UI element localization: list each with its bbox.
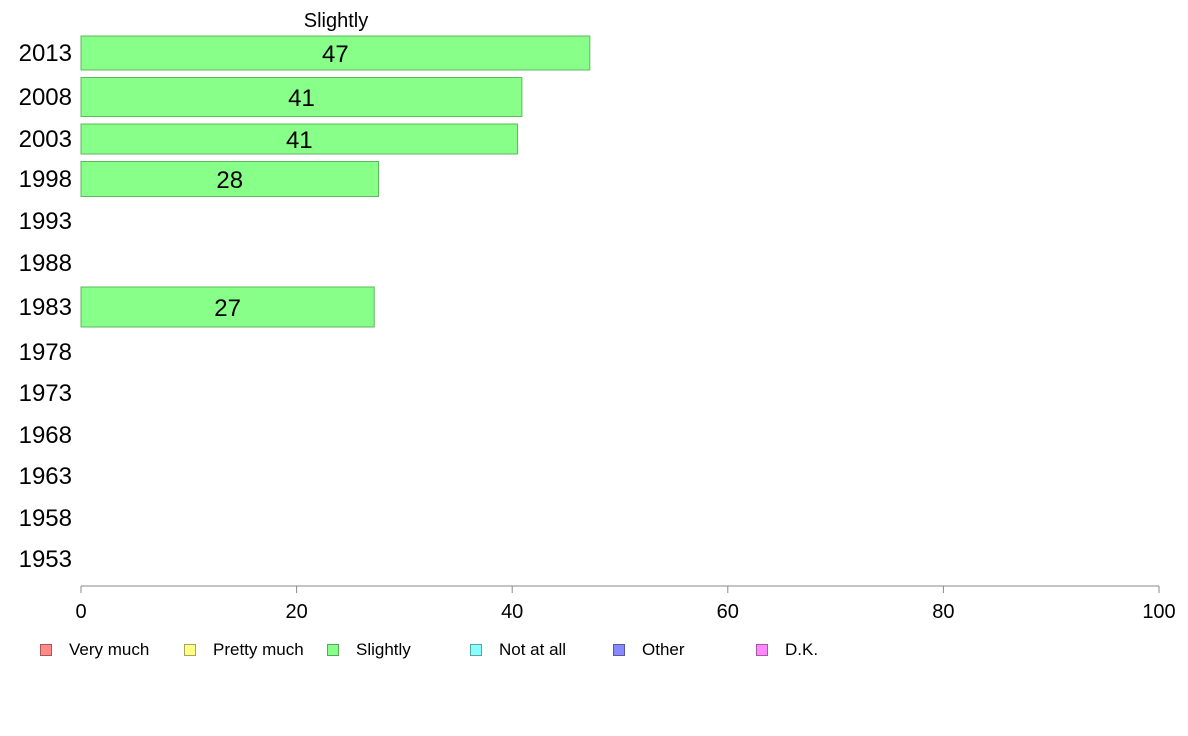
legend-item-not-at-all: Not at all [470,640,566,660]
x-tick-label-20: 20 [285,601,307,623]
y-tick-label-2003: 2003 [19,126,72,153]
y-tick-label-1993: 1993 [19,208,72,235]
legend-swatch-pretty-much [184,644,196,656]
legend-label-dk: D.K. [785,640,819,659]
data-label-2003: 41 [286,127,313,154]
x-tick-label-60: 60 [717,601,739,623]
x-tick-label-80: 80 [932,601,954,623]
legend-swatch-not-at-all [470,644,482,656]
legend-label-not-at-all: Not at all [499,640,567,659]
legend-swatch-slightly [327,644,339,656]
x-tick-label-100: 100 [1142,601,1175,623]
legend-label-pretty-much: Pretty much [213,640,304,659]
legend-label-other: Other [642,640,685,659]
y-tick-label-1958: 1958 [19,505,72,532]
y-tick-label-1968: 1968 [19,422,72,449]
bar-2003 [80,123,519,155]
y-tick-label-2008: 2008 [19,84,72,111]
y-tick-label-1978: 1978 [19,339,72,366]
legend-label-very-much: Very much [69,640,150,659]
y-tick-label-1973: 1973 [19,380,72,407]
bar-2008 [80,77,523,117]
data-label-1983: 27 [214,295,241,322]
data-label-2008: 41 [288,85,315,112]
legend-item-other: Other [613,640,685,660]
legend-item-pretty-much: Pretty much [184,640,304,660]
y-tick-label-1963: 1963 [19,463,72,490]
legend-swatch-dk [756,644,768,656]
data-label-1998: 28 [216,167,243,194]
legend-item-very-much: Very much [40,640,149,660]
bar-2013 [80,35,591,71]
y-tick-label-1983: 1983 [19,294,72,321]
legend-item-dk: D.K. [756,640,818,660]
legend: Very much Pretty much Slightly Not at al… [0,640,1188,664]
legend-swatch-other [613,644,625,656]
legend-swatch-very-much [40,644,52,656]
x-tick-label-0: 0 [75,601,86,623]
y-tick-label-1953: 1953 [19,546,72,573]
legend-item-slightly: Slightly [327,640,411,660]
chart-title: Slightly [304,10,368,32]
bar-chart: Slightly 2013 47 2008 41 2003 41 1998 28 1993 198… [19,10,1176,623]
bar-1998 [80,161,380,197]
bar-1983 [80,286,375,328]
data-label-2013: 47 [322,41,349,68]
x-tick-label-40: 40 [501,601,523,623]
y-tick-label-2013: 2013 [19,40,72,67]
y-tick-label-1998: 1998 [19,166,72,193]
legend-label-slightly: Slightly [356,640,411,659]
y-tick-label-1988: 1988 [19,250,72,277]
